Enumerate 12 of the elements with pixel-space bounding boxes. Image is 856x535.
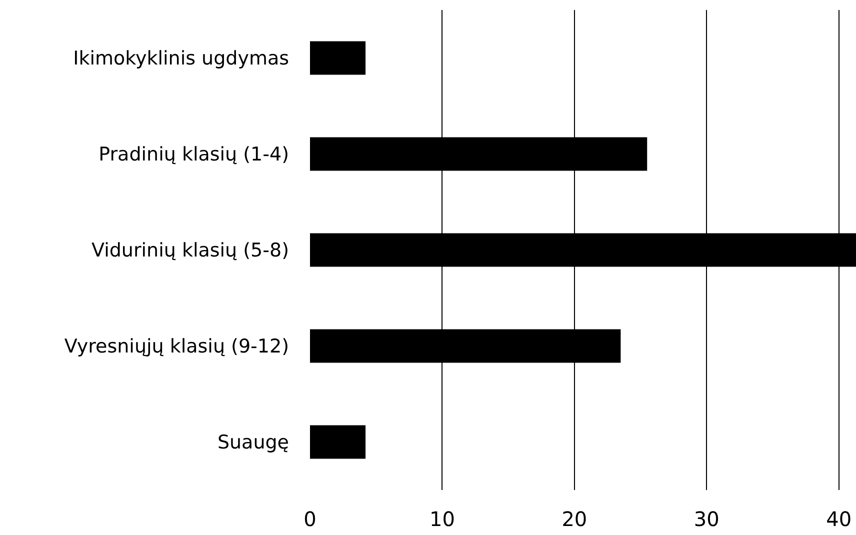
x-tick-label: 0 <box>304 507 316 531</box>
x-tick-label: 10 <box>429 507 455 531</box>
y-tick-label: Vidurinių klasių (5-8) <box>92 240 289 262</box>
x-tick-label: 30 <box>694 507 720 531</box>
x-tick-label: 40 <box>826 507 852 531</box>
y-tick-label: Pradinių klasių (1-4) <box>98 144 289 166</box>
y-tick-label: Vyresniųjų klasių (9-12) <box>64 336 289 358</box>
x-tick-label: 20 <box>562 507 588 531</box>
y-tick-label: Ikimokyklinis ugdymas <box>73 48 289 70</box>
y-tick-label: Suaugę <box>217 432 289 454</box>
bar <box>310 41 366 75</box>
bar <box>310 425 366 459</box>
